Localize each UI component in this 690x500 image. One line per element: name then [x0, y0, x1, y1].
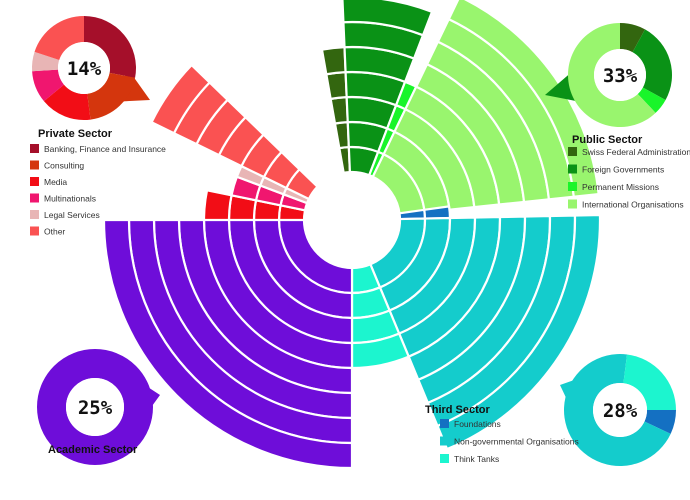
donut-hole: [594, 49, 646, 101]
donut-slice-media: [43, 84, 91, 121]
donut-slice-non-governmental-organisations: [564, 354, 671, 467]
donut-slice-academic: [37, 349, 153, 465]
donut-academic-sector: 25%: [37, 349, 160, 465]
legend-label: Foundations: [454, 419, 501, 429]
legend-academic-sector: Academic Sector: [48, 444, 138, 456]
ring-segment-foreign-governments-7: [341, 0, 434, 37]
ring-segment-swiss-federal-administration-3: [329, 95, 349, 125]
donut-slice-think-tanks: [623, 354, 676, 410]
legend-swatch: [568, 164, 577, 174]
legend-swatch: [30, 210, 39, 219]
legend-label: Banking, Finance and Insurance: [44, 144, 166, 154]
donut-slice-foundations: [644, 410, 676, 434]
legend-third-sector: Third Sector Foundations Non-governmental …: [425, 404, 579, 464]
sector-percent-label: 33%: [603, 65, 638, 87]
legend-swatch: [568, 147, 577, 156]
donut-slice-banking-finance-and-insurance: [84, 16, 136, 78]
ring-segment-swiss-federal-administration-2: [333, 120, 350, 150]
sector-donuts: 14% 33% 28% 25%: [32, 16, 676, 467]
legend-swatch: [568, 182, 577, 191]
legend-label: Non-governmental Organisations: [454, 437, 579, 447]
sector-title: Public Sector: [572, 134, 643, 146]
donut-slice-international-organisations: [568, 23, 656, 128]
donut-slice-other: [34, 16, 84, 60]
ring-segment-other-7: [150, 63, 212, 135]
sector-percent-label: 25%: [78, 397, 113, 419]
sector-percent-label: 28%: [603, 400, 638, 422]
legend-label: International Organisations: [582, 200, 684, 210]
ring-segment-swiss-federal-administration-5: [320, 46, 347, 76]
legend-label: Legal Services: [44, 210, 100, 220]
legend-label: Swiss Federal Administration: [582, 147, 690, 157]
legend-label: Permanent Missions: [582, 182, 659, 192]
donut-third-sector: 28%: [560, 354, 676, 467]
legend-label: Consulting: [44, 161, 84, 171]
legend-swatch: [440, 436, 449, 446]
legend-swatch: [30, 193, 39, 203]
donut-slice-swiss-federal-administration: [620, 23, 646, 53]
legend-swatch: [568, 199, 577, 209]
donut-slice-consulting: [87, 72, 136, 120]
ring-segment-academic-8: [102, 218, 354, 470]
sector-title: Academic Sector: [48, 444, 138, 456]
legend-label: Media: [44, 177, 67, 187]
donut-slice-permanent-missions: [637, 87, 666, 113]
legend-label: Think Tanks: [454, 454, 499, 464]
donut-slice-multinationals: [32, 69, 64, 102]
ring-segment-foundations-2: [423, 205, 452, 220]
legend-swatch: [440, 419, 449, 428]
sector-legends: Private Sector Banking, Finance and Insur…: [30, 128, 690, 464]
donut-hole: [58, 42, 110, 94]
donut-slice-foreign-governments: [632, 29, 672, 101]
sector-title: Third Sector: [425, 404, 491, 416]
donut-public-sector: 33%: [545, 23, 672, 128]
donut-hole: [66, 378, 124, 436]
legend-label: Other: [44, 227, 65, 237]
donut-slice-legal-services: [32, 51, 60, 72]
legend-swatch: [30, 144, 39, 153]
donut-hole: [593, 383, 647, 437]
legend-swatch: [30, 160, 39, 170]
ring-segment-international-organisations-8: [447, 0, 600, 198]
donut-private-sector: 14%: [32, 16, 150, 121]
legend-private-sector: Private Sector Banking, Finance and Insur…: [30, 128, 166, 237]
legend-swatch: [30, 177, 39, 186]
legend-label: Foreign Governments: [582, 165, 664, 175]
main-radial-chart: [102, 0, 602, 470]
legend-label: Multinationals: [44, 194, 96, 204]
ring-segment-swiss-federal-administration-4: [325, 70, 348, 101]
legend-swatch: [440, 454, 449, 463]
sector-title: Private Sector: [38, 128, 113, 140]
legend-swatch: [30, 226, 39, 236]
sector-percent-label: 14%: [67, 58, 102, 80]
